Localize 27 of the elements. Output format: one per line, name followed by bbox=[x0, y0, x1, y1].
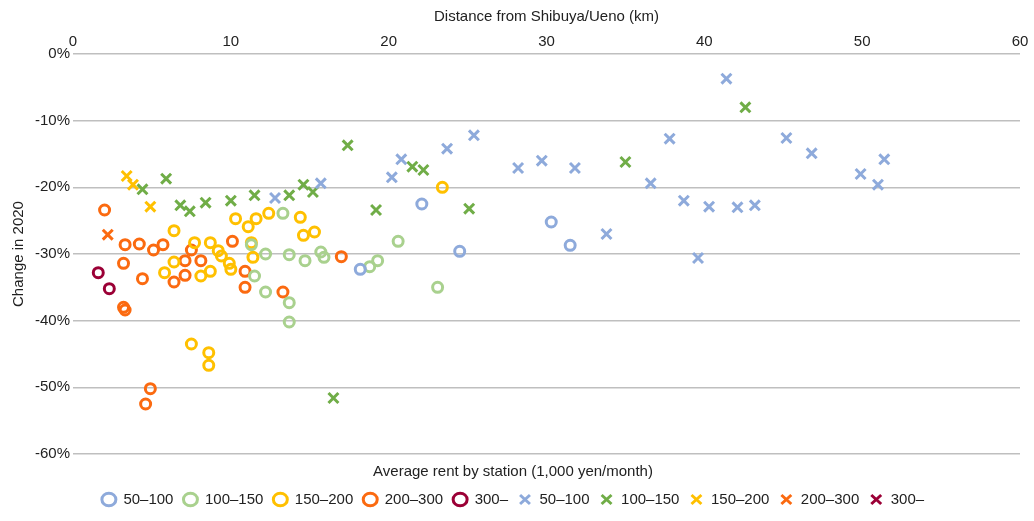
x-tick-label: 30 bbox=[538, 32, 555, 50]
y-tick-label: -40% bbox=[34, 310, 71, 328]
legend-label: 300– bbox=[890, 489, 925, 507]
y-tick-label: -20% bbox=[34, 177, 71, 195]
x-axis-title: Distance from Shibuya/Ueno (km) bbox=[433, 7, 660, 25]
legend-label: 50–100 bbox=[539, 489, 590, 507]
legend-label: 200–300 bbox=[800, 489, 860, 507]
x-tick-label: 50 bbox=[853, 32, 871, 50]
legend-label: 300– bbox=[474, 489, 509, 507]
y-tick-label: -50% bbox=[34, 377, 71, 395]
y-axis-title: Change in 2020 bbox=[9, 201, 27, 307]
legend-label: 200–300 bbox=[384, 489, 444, 507]
y-tick-label: -30% bbox=[34, 244, 71, 262]
legend-label: 150–200 bbox=[294, 489, 354, 507]
x-tick-label: 40 bbox=[696, 32, 713, 50]
legend-title: Average rent by station (1,000 yen/month) bbox=[373, 461, 653, 479]
legend-label: 100–150 bbox=[204, 489, 264, 507]
x-tick-label: 10 bbox=[222, 32, 240, 50]
y-tick-label: 0% bbox=[48, 44, 71, 62]
x-tick-label: 20 bbox=[380, 32, 398, 50]
y-tick-label: -60% bbox=[34, 444, 71, 462]
y-tick-label: -10% bbox=[34, 110, 71, 128]
legend-label: 50–100 bbox=[123, 489, 174, 507]
legend-label: 100–150 bbox=[621, 489, 680, 507]
legend-label: 150–200 bbox=[710, 489, 770, 507]
x-tick-label: 60 bbox=[1011, 32, 1029, 50]
x-tick-label: 0 bbox=[68, 32, 78, 50]
